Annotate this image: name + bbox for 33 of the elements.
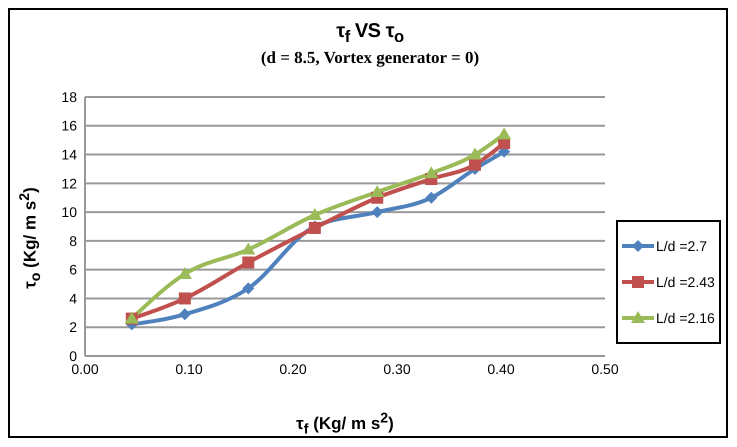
legend-label: L/d =2.7 — [656, 238, 707, 254]
y-tick-label: 6 — [69, 262, 78, 278]
point — [424, 166, 438, 178]
y-tick-label: 2 — [69, 319, 78, 336]
y-tick-label: 8 — [69, 232, 78, 249]
point — [468, 148, 482, 160]
y-tick-label: 4 — [69, 290, 78, 306]
point — [242, 282, 254, 294]
point — [469, 158, 481, 171]
x-tick-label: 0.50 — [591, 360, 619, 377]
chart-subtitle: (d = 8.5, Vortex generator = 0) — [260, 48, 480, 68]
point — [370, 184, 384, 197]
y-tick-label: 14 — [61, 146, 78, 163]
x-axis-title: τ$_{f}$ (Kg/ m s$^{2}$) — [296, 410, 394, 438]
point — [371, 206, 384, 218]
y-tick-label: 18 — [61, 88, 78, 105]
chart-title: τ$_{f}$ VS τ$_{o}$ — [336, 20, 404, 46]
point — [178, 292, 191, 304]
point — [308, 208, 322, 220]
y-tick-label: 16 — [61, 118, 78, 134]
point — [242, 256, 254, 268]
point — [178, 308, 191, 320]
point — [425, 192, 438, 204]
legend-label: L/d =2.43 — [656, 274, 715, 290]
x-tick-label: 0.20 — [279, 360, 307, 377]
x-tick-label: 0.30 — [383, 360, 411, 377]
y-tick-label: 12 — [61, 175, 78, 192]
x-tick-label: 0.10 — [175, 360, 203, 377]
point — [497, 127, 512, 140]
legend-label: L/d =2.16 — [656, 310, 715, 326]
y-tick-label: 10 — [61, 204, 78, 220]
point — [241, 242, 256, 255]
x-tick-label: 0.40 — [487, 360, 515, 377]
